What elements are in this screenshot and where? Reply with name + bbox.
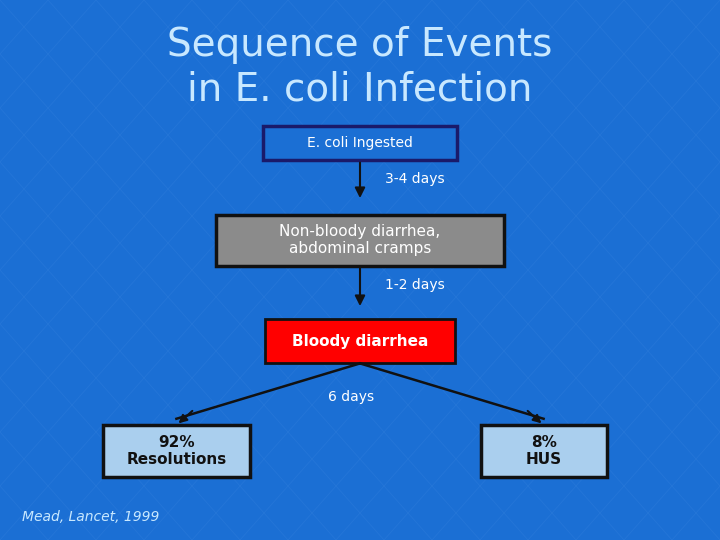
Text: Bloody diarrhea: Bloody diarrhea [292,334,428,349]
Text: Non-bloody diarrhea,
abdominal cramps: Non-bloody diarrhea, abdominal cramps [279,224,441,256]
Text: E. coli Ingested: E. coli Ingested [307,136,413,150]
FancyBboxPatch shape [216,214,504,266]
Text: Mead, Lancet, 1999: Mead, Lancet, 1999 [22,510,159,524]
Text: 6 days: 6 days [328,390,374,404]
Text: 92%
Resolutions: 92% Resolutions [126,435,227,467]
Text: 8%
HUS: 8% HUS [526,435,562,467]
Text: 3-4 days: 3-4 days [385,172,445,186]
FancyBboxPatch shape [481,426,606,476]
Text: 1-2 days: 1-2 days [385,278,445,292]
FancyBboxPatch shape [265,319,456,363]
Text: Sequence of Events
in E. coli Infection: Sequence of Events in E. coli Infection [167,26,553,109]
FancyBboxPatch shape [263,126,457,160]
FancyBboxPatch shape [103,426,251,476]
